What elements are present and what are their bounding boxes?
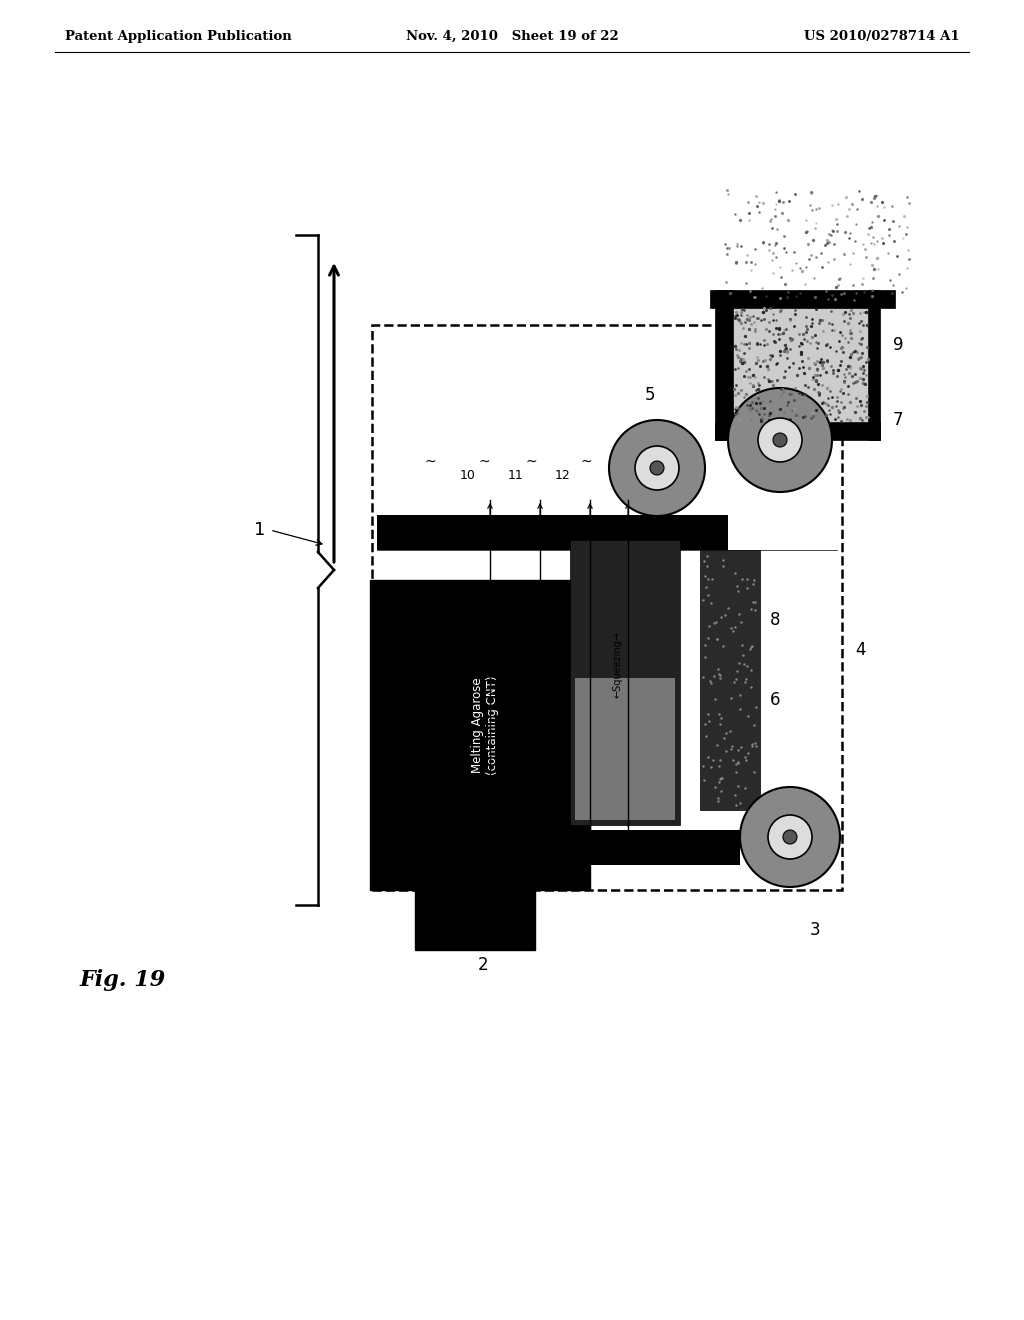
Bar [570,540,680,825]
Text: 11: 11 [508,469,524,482]
Text: ←Squeezing→: ←Squeezing→ [613,631,623,698]
Text: ~: ~ [424,455,436,469]
Text: 8: 8 [770,611,780,630]
Bar [710,290,895,308]
Bar [575,678,675,820]
Circle shape [635,446,679,490]
Text: ~: ~ [525,455,537,469]
Text: 5: 5 [645,385,655,404]
Bar [700,550,760,810]
Text: 6: 6 [770,690,780,709]
Bar [715,290,733,440]
Bar [377,515,728,550]
Bar [733,308,868,422]
Text: ←Cooling
(gellation): ←Cooling (gellation) [449,640,470,690]
Text: 12: 12 [555,469,570,482]
Text: 1: 1 [254,521,265,539]
Text: 2: 2 [477,956,488,974]
Circle shape [773,433,787,447]
Circle shape [609,420,705,516]
Text: ←Thawing→: ←Thawing→ [558,636,568,694]
Text: 3: 3 [810,921,820,939]
Bar [377,830,740,865]
Circle shape [758,418,802,462]
Text: ~: ~ [478,455,490,469]
Text: ←Freezing→: ←Freezing→ [511,636,521,693]
Bar [868,290,880,440]
Bar [370,579,590,890]
Circle shape [728,388,831,492]
Circle shape [783,830,797,843]
Text: 9: 9 [893,337,903,354]
Circle shape [768,814,812,859]
Text: 13: 13 [610,469,626,482]
Circle shape [740,787,840,887]
Bar [715,422,880,440]
Text: US 2010/0278714 A1: US 2010/0278714 A1 [805,30,961,44]
Text: Patent Application Publication: Patent Application Publication [65,30,292,44]
Bar [415,884,535,950]
Text: Nov. 4, 2010   Sheet 19 of 22: Nov. 4, 2010 Sheet 19 of 22 [406,30,618,44]
Text: 10: 10 [460,469,476,482]
Circle shape [650,461,664,475]
Text: Fig. 19: Fig. 19 [80,969,166,991]
Text: 7: 7 [893,411,903,429]
Text: Melting Agarose
(containing CNT): Melting Agarose (containing CNT) [471,676,499,775]
Text: 4: 4 [855,642,865,659]
Bar [372,325,842,890]
Text: ~: ~ [581,455,592,469]
